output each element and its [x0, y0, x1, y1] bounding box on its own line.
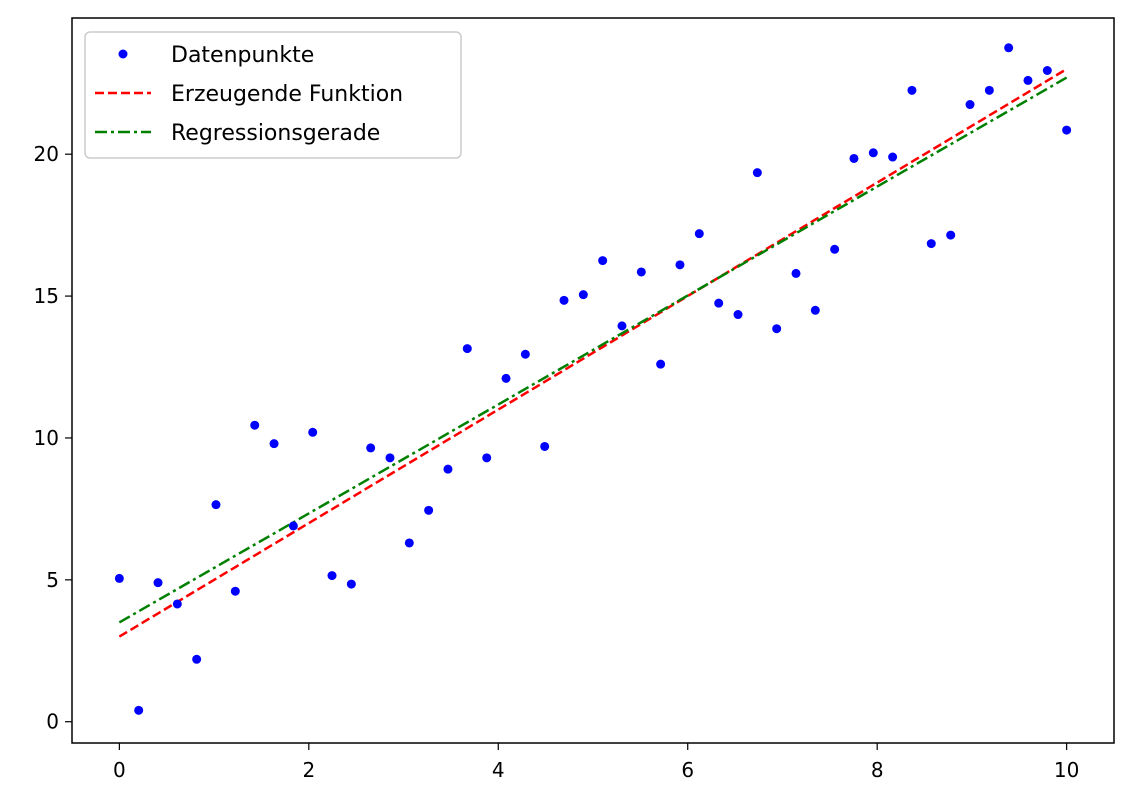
data-point — [636, 267, 646, 277]
data-point — [1062, 125, 1072, 135]
data-point — [598, 256, 608, 266]
data-point — [791, 268, 801, 278]
data-point — [656, 359, 666, 369]
x-tick-label: 4 — [492, 758, 505, 782]
series-line-regressionsgerade — [118, 76, 1068, 624]
data-point — [462, 344, 472, 354]
legend-box — [84, 31, 462, 159]
data-point — [1023, 75, 1033, 85]
legend-label-datenpunkte: Datenpunkte — [171, 43, 314, 68]
data-point — [192, 654, 202, 664]
data-point — [926, 239, 936, 249]
y-axis: 0 5 10 15 20 — [34, 142, 72, 734]
x-tick-label: 6 — [681, 758, 694, 782]
data-point — [694, 229, 704, 239]
data-point — [772, 324, 782, 334]
data-point — [114, 573, 124, 583]
data-point — [443, 464, 453, 474]
data-point — [733, 310, 743, 320]
data-point — [578, 290, 588, 300]
y-tick-label: 5 — [46, 568, 59, 592]
data-point — [308, 427, 318, 437]
data-point — [211, 500, 221, 510]
data-point — [153, 578, 163, 588]
data-point — [366, 443, 376, 453]
data-point — [540, 441, 550, 451]
data-point — [559, 295, 569, 305]
data-point — [482, 453, 492, 463]
y-tick-label: 20 — [34, 142, 59, 166]
data-point — [172, 599, 182, 609]
data-point — [288, 521, 298, 531]
data-point — [327, 571, 337, 581]
data-point — [1004, 43, 1014, 53]
x-tick-label: 10 — [1054, 758, 1079, 782]
x-axis: 0 2 4 6 8 10 — [113, 743, 1079, 782]
y-tick-label: 10 — [34, 426, 59, 450]
data-point — [830, 244, 840, 254]
legend-label-erzeugende-funktion: Erzeugende Funktion — [171, 82, 403, 107]
data-point — [752, 168, 762, 178]
data-point — [520, 349, 530, 359]
data-point — [346, 579, 356, 589]
data-point — [714, 298, 724, 308]
y-tick-label: 0 — [46, 710, 59, 734]
plot-marks — [114, 43, 1072, 715]
legend: Datenpunkte Erzeugende Funktion Regressi… — [84, 31, 462, 159]
data-point — [849, 153, 859, 163]
data-point — [250, 420, 260, 430]
data-point — [1042, 65, 1052, 75]
series-line-erzeugende-funktion — [118, 68, 1068, 638]
data-point — [868, 148, 878, 158]
x-tick-label: 8 — [871, 758, 884, 782]
data-point — [404, 538, 414, 548]
data-point — [946, 230, 956, 240]
x-tick-label: 2 — [302, 758, 315, 782]
plot-frame — [71, 17, 1115, 744]
legend-label-regressionsgerade: Regressionsgerade — [171, 121, 380, 146]
data-point — [617, 321, 627, 331]
legend-marker-datenpunkte — [118, 49, 128, 59]
data-point — [134, 705, 144, 715]
data-point — [385, 453, 395, 463]
data-point — [424, 505, 434, 515]
data-point — [810, 305, 820, 315]
data-point — [965, 100, 975, 110]
data-point — [269, 439, 279, 449]
x-tick-label: 0 — [113, 758, 126, 782]
y-tick-label: 15 — [34, 284, 59, 308]
data-point — [984, 85, 994, 95]
data-point — [675, 260, 685, 270]
data-point — [230, 586, 240, 596]
data-point — [888, 152, 898, 162]
data-point — [501, 373, 511, 383]
data-point — [907, 85, 917, 95]
